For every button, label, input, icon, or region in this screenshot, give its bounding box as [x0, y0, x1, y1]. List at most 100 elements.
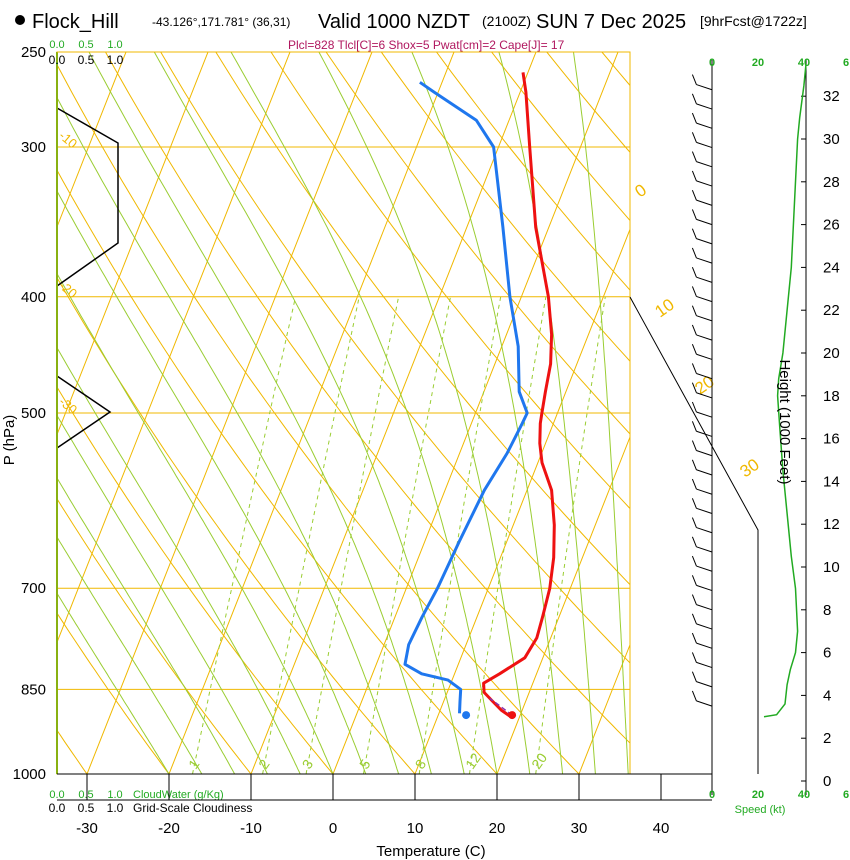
barb-flag	[691, 363, 697, 374]
moist-adiabat	[230, 52, 498, 774]
barb-flag	[691, 594, 697, 605]
cloud-top-tick: 0.0	[49, 39, 64, 51]
moist-adiabat	[57, 592, 170, 774]
dry-adiabat	[57, 386, 334, 774]
station-coords: -43.126°,171.781° (36,31)	[152, 15, 290, 29]
height-tick-12: 12	[823, 516, 840, 533]
wind-barb	[691, 575, 713, 592]
dry-adiabat	[57, 169, 498, 774]
isotherm	[496, 435, 630, 774]
cloudiness-upper	[56, 107, 119, 287]
mixing-ratio-line	[192, 296, 296, 774]
barb-shaft	[696, 141, 713, 149]
parcel-path	[489, 697, 513, 716]
barb-shaft	[696, 430, 713, 437]
barb-flag	[691, 112, 697, 124]
cloud-bottom-tick: 1.0	[107, 789, 122, 801]
barb-shaft	[696, 546, 713, 553]
pressure-tick-1000: 1000	[13, 766, 46, 783]
dry-adiabat	[380, 52, 630, 362]
panel-separator	[629, 296, 759, 774]
speed-top-tick: 20	[752, 57, 764, 69]
wind-barb	[691, 652, 713, 669]
wind-barb	[691, 344, 713, 360]
speed-bottom-tick: 0	[709, 789, 715, 801]
dry-adiabat-label: -30	[56, 394, 80, 418]
dry-adiabat	[270, 52, 630, 510]
cloud-top-tick: 1.0	[107, 39, 122, 51]
barb-shaft	[696, 584, 713, 592]
barb-shaft	[696, 565, 713, 572]
barb-flag	[691, 613, 697, 625]
moist-adiabat	[153, 52, 465, 774]
y-axis-label: P (hPa)	[1, 415, 18, 466]
pressure-tick-700: 700	[21, 580, 46, 597]
grid-clip-group	[57, 31, 850, 800]
dry-adiabat	[160, 52, 630, 664]
isotherm	[168, 52, 455, 774]
speed-bottom-tick: 20	[752, 789, 764, 801]
wind-barb	[691, 536, 713, 553]
barb-flag	[691, 632, 697, 644]
barb-shaft	[696, 373, 713, 380]
height-tick-20: 20	[823, 345, 840, 362]
cloudiness-bottom-tick: 0.5	[78, 801, 95, 815]
wind-barb	[691, 324, 713, 341]
height-tick-8: 8	[823, 602, 831, 619]
cloud-top-tick: 0.5	[78, 39, 93, 51]
barb-shaft	[696, 411, 713, 418]
barb-shaft	[696, 276, 713, 283]
speed-top-tick: 6	[843, 57, 849, 69]
wind-barb	[691, 671, 713, 688]
wind-barb	[691, 151, 713, 168]
temperature-tick: -30	[76, 820, 98, 837]
station-name: Flock_Hill	[32, 11, 119, 33]
mixing-ratio-label: 2	[255, 756, 273, 772]
barb-flag	[691, 421, 697, 432]
height-tick-24: 24	[823, 259, 840, 276]
dry-adiabat	[57, 612, 170, 774]
valid-date: SUN 7 Dec 2025	[536, 11, 686, 33]
barb-flag	[691, 440, 697, 451]
mixing-ratio-line	[363, 296, 451, 774]
isotherm	[57, 52, 209, 436]
height-tick-2: 2	[823, 730, 831, 747]
temperature-tick: 0	[329, 820, 337, 837]
moist-adiabat-label: 30	[736, 455, 762, 481]
dry-adiabat	[639, 31, 850, 800]
cloudiness-top-tick: 1.0	[107, 53, 124, 67]
barb-flag	[691, 266, 697, 278]
barb-flag	[691, 555, 697, 567]
dry-adiabat	[57, 497, 252, 774]
moist-adiabat-label: 0	[631, 180, 650, 201]
barb-flag	[691, 228, 697, 239]
mixing-ratio-label: 5	[356, 756, 374, 772]
barb-shaft	[696, 681, 713, 688]
moist-adiabat	[57, 346, 301, 774]
dry-adiabat	[57, 63, 580, 774]
pressure-tick-250: 250	[21, 44, 46, 61]
barb-shaft	[696, 604, 713, 611]
barb-flag	[691, 671, 697, 682]
barb-shaft	[696, 122, 713, 129]
isotherm	[332, 52, 619, 774]
mixing-ratio-label: 12	[462, 750, 484, 772]
barb-flag	[691, 498, 697, 509]
sounding-parameters: Plcl=828 Tlcl[C]=6 Shox=5 Pwat[cm]=2 Cap…	[288, 38, 565, 52]
surface-temperature-marker	[508, 711, 517, 720]
height-tick-16: 16	[823, 431, 840, 448]
mixing-ratio-line	[305, 296, 400, 774]
wind-barb	[691, 363, 713, 380]
dry-adiabat	[57, 276, 416, 774]
dewpoint-line	[403, 81, 529, 714]
barb-flag	[691, 247, 697, 259]
barb-shaft	[696, 315, 713, 322]
wind-barb	[691, 382, 713, 399]
height-tick-30: 30	[823, 131, 840, 148]
mixing-ratio-line	[469, 296, 547, 774]
barb-shaft	[696, 84, 713, 91]
barb-flag	[691, 151, 697, 162]
height-tick-28: 28	[823, 174, 840, 191]
